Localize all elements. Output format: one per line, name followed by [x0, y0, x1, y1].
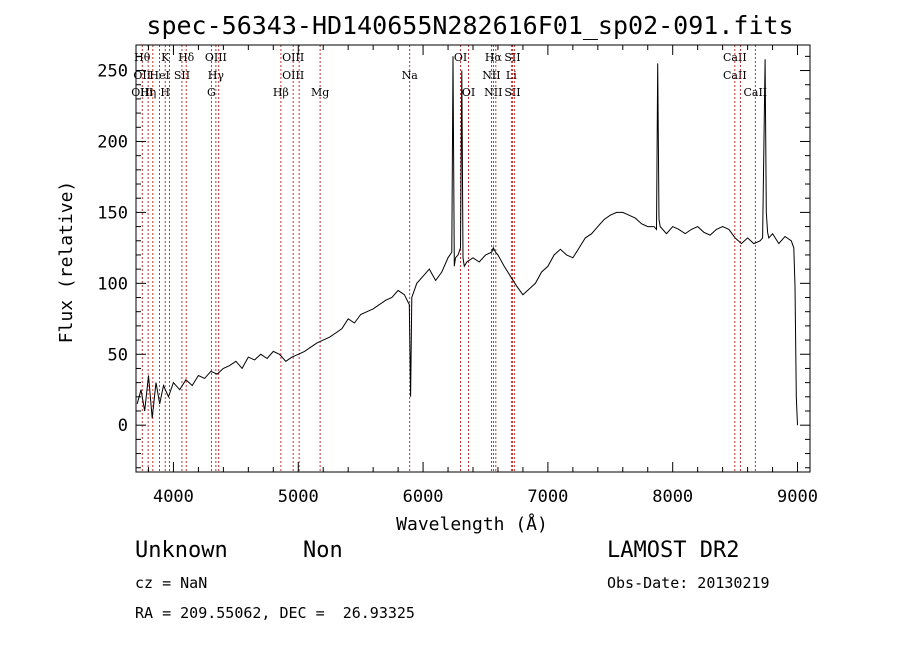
- line-label-19-0: Hα: [485, 51, 503, 64]
- line-label-12-0: OIII: [282, 51, 304, 64]
- plot-frame: [135, 44, 811, 473]
- y-tick-label: 100: [97, 274, 128, 294]
- line-label-19-2: NII: [484, 86, 502, 99]
- y-tick-label: 150: [97, 203, 128, 223]
- x-tick-label: 4000: [153, 487, 194, 507]
- line-label-0-0: Hθ: [134, 51, 151, 64]
- line-label-15-1: Na: [402, 69, 419, 82]
- line-label-7-0: Hδ: [178, 51, 195, 64]
- line-label-9-1: Hγ: [208, 69, 225, 82]
- line-label-26-2: CaII: [743, 86, 767, 99]
- line-label-21-1: Li: [506, 69, 517, 82]
- line-label-16-0: OI: [454, 51, 467, 64]
- line-label-6-1: SII: [174, 69, 190, 82]
- line-label-24-0: CaII: [723, 51, 747, 64]
- y-axis-label: Flux (relative): [56, 181, 77, 344]
- line-label-24-1: CaII: [723, 69, 747, 82]
- x-axis: 4000 5000 6000 7000 8000 9000: [147, 45, 818, 507]
- line-label-18-1: NII: [482, 69, 500, 82]
- object-type: Unknown: [135, 538, 228, 563]
- line-label-1-2: Hη: [140, 86, 156, 99]
- line-label-9-0: OIII: [205, 51, 227, 64]
- line-label-4-2: H: [160, 86, 170, 99]
- line-label-4-0: K: [161, 51, 170, 64]
- x-tick-label: 5000: [278, 487, 319, 507]
- y-tick-label: 200: [97, 132, 128, 152]
- chart-title: spec-56343-HD140655N282616F01_sp02-091.f…: [146, 11, 793, 40]
- line-label-3-1: HeI: [149, 69, 169, 82]
- y-tick-label: 50: [108, 345, 128, 365]
- line-label-22-0: SII: [504, 51, 520, 64]
- spectrum-series-line: [136, 56, 798, 426]
- coordinates: RA = 209.55062, DEC = 26.93325: [135, 604, 415, 622]
- x-tick-label: 8000: [652, 487, 693, 507]
- line-label-11-2: Hβ: [273, 86, 289, 99]
- x-axis-label: Wavelength (Å): [396, 513, 548, 535]
- redshift-cz: cz = NaN: [135, 574, 208, 592]
- line-label-0-1: OII: [133, 69, 151, 82]
- line-label-14-2: Mg: [311, 86, 329, 99]
- line-label-17-2: OI: [462, 86, 475, 99]
- y-tick-label: 250: [97, 62, 128, 82]
- emission-line-markers: HθOIIOIIIHηHeIKHSIIHδGOIIIHγHβOIIIOIIIMg…: [131, 45, 767, 472]
- line-label-12-1: OIII: [282, 69, 304, 82]
- x-tick-label: 9000: [777, 487, 818, 507]
- survey-name: LAMOST DR2: [607, 538, 740, 563]
- line-label-8-2: G: [207, 86, 216, 99]
- obs-date: Obs-Date: 20130219: [607, 574, 770, 592]
- subclass: Non: [303, 538, 343, 563]
- x-tick-label: 6000: [403, 487, 444, 507]
- x-tick-label: 7000: [527, 487, 568, 507]
- line-label-22-2: SII: [504, 86, 520, 99]
- y-tick-label: 0: [118, 416, 128, 436]
- y-axis: 0 50 100 150 200 250: [97, 55, 810, 469]
